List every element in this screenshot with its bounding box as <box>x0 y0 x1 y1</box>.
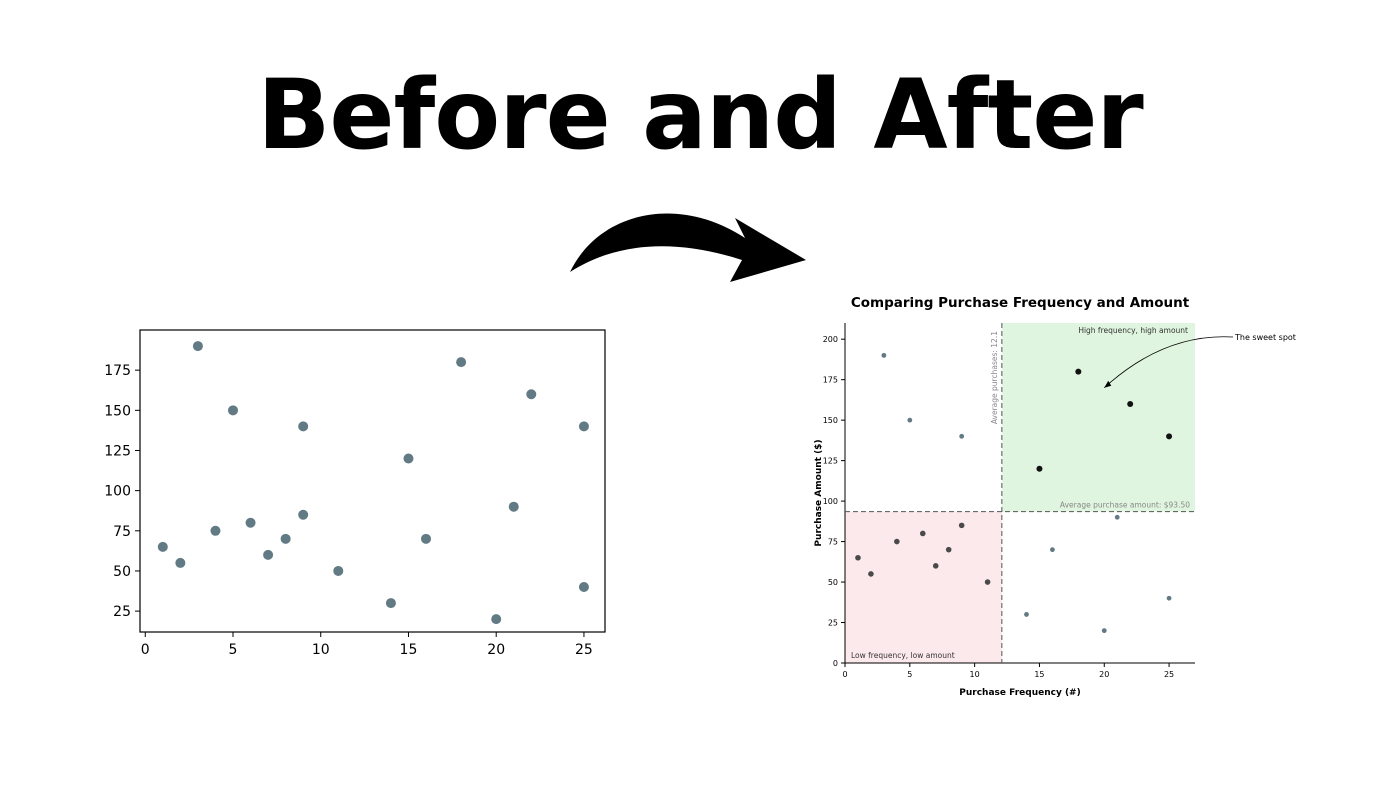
x-tick-label: 5 <box>907 670 912 679</box>
data-point <box>508 501 519 512</box>
x-tick-label: 10 <box>312 642 330 658</box>
y-tick-label: 150 <box>823 416 838 425</box>
data-point <box>298 509 309 520</box>
y-tick-label: 25 <box>113 604 131 620</box>
x-tick-label: 15 <box>400 642 418 658</box>
x-tick-label: 5 <box>229 642 238 658</box>
high-quadrant-label: High frequency, high amount <box>1078 326 1188 335</box>
low-quadrant-label: Low frequency, low amount <box>851 651 955 660</box>
data-point-low <box>932 563 939 569</box>
data-point <box>578 421 589 432</box>
x-tick-label: 0 <box>141 642 150 658</box>
data-point <box>385 598 396 609</box>
data-point-other <box>1024 612 1029 617</box>
data-point <box>421 533 432 544</box>
data-point-low <box>919 530 926 537</box>
data-point-high <box>1166 433 1173 440</box>
data-point-other <box>1101 628 1107 634</box>
data-point <box>578 582 589 593</box>
data-point <box>333 565 344 576</box>
y-axis-label: Purchase Amount ($) <box>814 439 824 546</box>
y-tick-label: 50 <box>113 564 131 580</box>
avg-frequency-label: Average purchases: 12.1 <box>990 331 999 424</box>
data-point-low <box>945 546 952 553</box>
before-scatter-chart: 0 5 10 15 20 25 25 50 75 100 125 150 175 <box>104 329 606 658</box>
data-point-other <box>1114 514 1120 520</box>
data-point <box>280 533 291 544</box>
plot-frame <box>139 329 606 633</box>
data-point <box>210 525 221 536</box>
y-tick-label: 100 <box>823 497 838 506</box>
y-tick-label: 75 <box>828 538 838 547</box>
data-point <box>456 357 467 368</box>
data-point-low <box>984 579 991 585</box>
data-point <box>298 421 309 432</box>
y-tick-label: 175 <box>823 376 838 385</box>
data-point-high <box>1036 465 1043 472</box>
y-tick-label: 0 <box>833 659 838 668</box>
data-point-other <box>1050 547 1055 553</box>
data-point-other <box>959 433 965 439</box>
y-tick-label: 125 <box>823 457 838 466</box>
x-tick-label: 0 <box>842 670 847 679</box>
data-point <box>526 389 537 400</box>
y-tick-label: 125 <box>104 443 131 459</box>
x-tick-label: 25 <box>575 642 593 658</box>
data-point <box>228 405 238 416</box>
x-tick-label: 15 <box>1034 670 1044 679</box>
chart-title: Comparing Purchase Frequency and Amount <box>851 295 1190 311</box>
data-point-other <box>907 417 913 423</box>
data-point <box>157 541 168 552</box>
y-tick-label: 200 <box>823 335 838 344</box>
data-point <box>192 341 203 352</box>
data-point-low <box>894 538 900 545</box>
x-tick-label: 20 <box>1099 670 1109 679</box>
data-point-low <box>958 522 965 529</box>
data-point-high <box>1127 400 1134 407</box>
data-point <box>263 549 274 560</box>
low-quadrant-region <box>845 511 1002 663</box>
data-point-other <box>881 352 887 358</box>
annotation-arrow-line <box>1103 336 1234 389</box>
y-tick-label: 175 <box>104 363 131 379</box>
x-axis-label: Purchase Frequency (#) <box>959 688 1080 698</box>
data-point-high <box>1075 368 1082 375</box>
data-point <box>491 614 502 625</box>
annotation-arrowhead-icon <box>1104 380 1112 388</box>
y-tick-label: 25 <box>828 619 838 628</box>
data-point-low <box>868 571 874 577</box>
y-tick-label: 75 <box>113 524 131 540</box>
data-point <box>403 453 414 464</box>
data-point-other <box>1166 595 1172 601</box>
y-tick-label: 100 <box>104 484 131 500</box>
y-tick-label: 50 <box>828 578 838 587</box>
after-scatter-chart: Comparing Purchase Frequency and Amount 0… <box>814 295 1296 698</box>
x-tick-label: 10 <box>970 670 980 679</box>
annotation-label: The sweet spot <box>1234 333 1296 342</box>
data-point-low <box>855 554 861 561</box>
headline-title: Before and After <box>257 59 1144 171</box>
avg-amount-label: Average purchase amount: $93.50 <box>1060 501 1190 510</box>
x-tick-label: 20 <box>487 642 505 658</box>
data-point <box>245 517 256 528</box>
x-tick-label: 25 <box>1164 670 1174 679</box>
curved-arrow-icon <box>570 213 806 282</box>
y-tick-label: 150 <box>104 403 131 419</box>
high-quadrant-region <box>1001 323 1195 512</box>
data-point <box>175 557 186 568</box>
